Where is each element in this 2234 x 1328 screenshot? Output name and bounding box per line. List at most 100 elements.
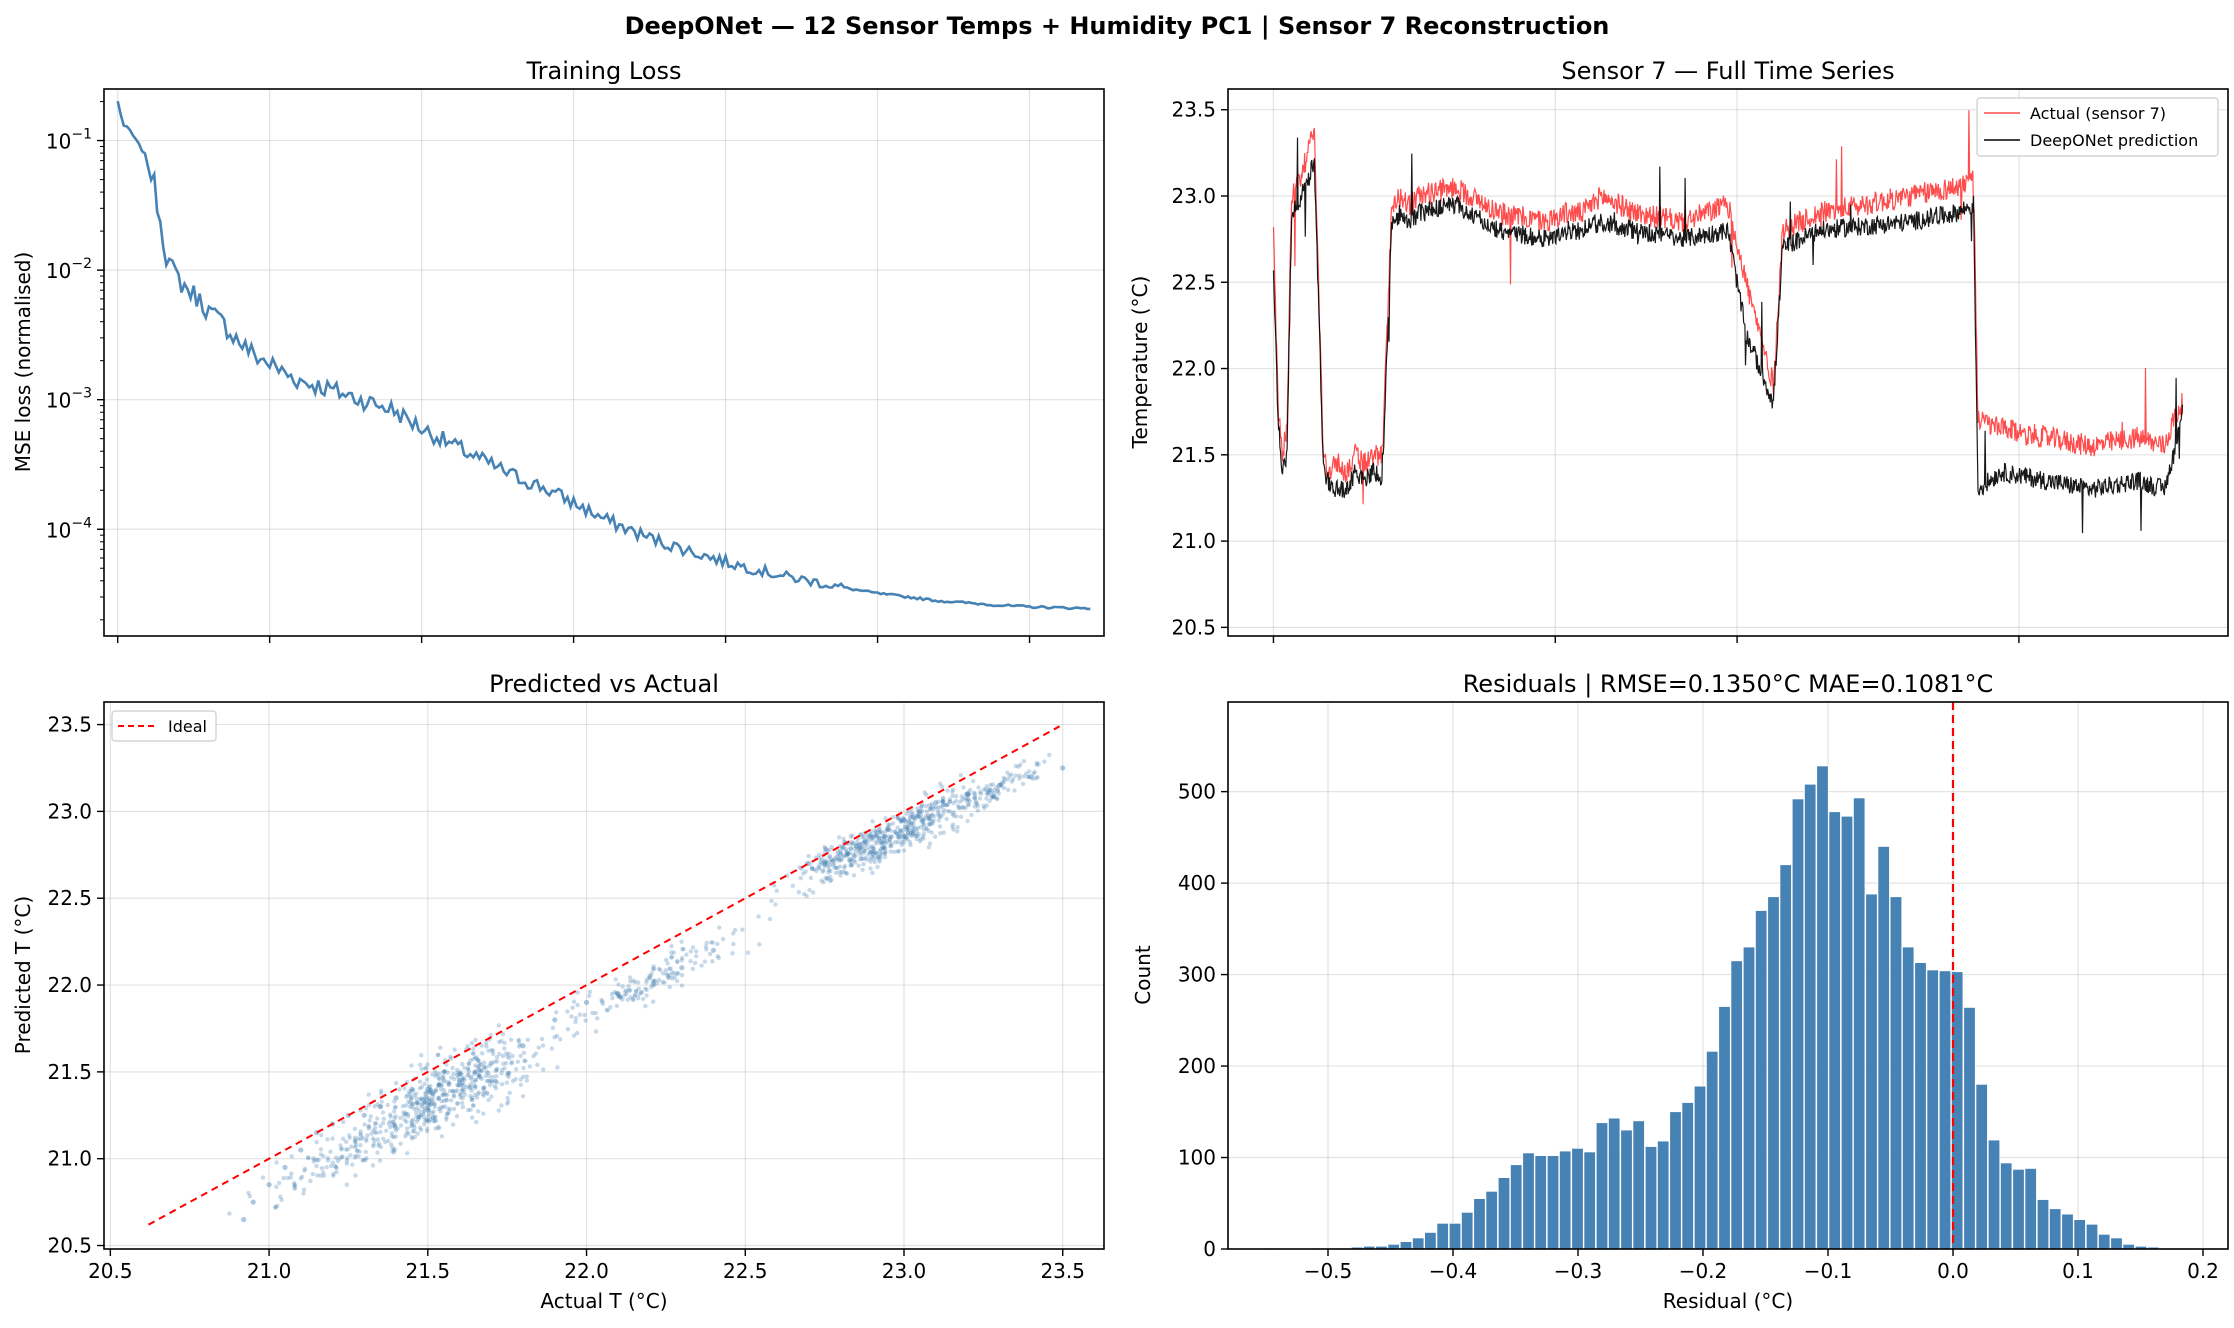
scatter-point	[392, 1099, 397, 1104]
scatter-point	[422, 1099, 427, 1105]
scatter-point	[441, 1087, 447, 1093]
scatter-point	[690, 945, 696, 950]
scatter-point	[972, 795, 977, 800]
scatter-point	[882, 850, 888, 855]
scatter-point	[372, 1125, 378, 1131]
scatter-point	[967, 791, 972, 797]
scatter-point	[669, 955, 674, 960]
scatter-point	[455, 1070, 461, 1076]
scatter-point	[445, 1070, 450, 1076]
scatter-point	[943, 802, 948, 808]
scatter-point	[480, 1051, 485, 1056]
scatter-point	[426, 1107, 432, 1113]
scatter-point	[473, 1078, 478, 1083]
scatter-point	[921, 822, 926, 827]
scatter-point	[464, 1085, 469, 1090]
scatter-point	[972, 804, 978, 809]
scatter-point	[461, 1089, 466, 1095]
scatter-point	[875, 854, 881, 859]
scatter-point	[347, 1135, 352, 1141]
scatter-point	[422, 1066, 428, 1071]
scatter-point	[482, 1066, 487, 1071]
scatter-point	[869, 834, 875, 841]
scatter-point	[429, 1110, 435, 1116]
scatter-point	[856, 846, 861, 851]
scatter-point	[929, 813, 934, 818]
scatter-point	[423, 1105, 428, 1111]
scatter-point	[888, 844, 894, 849]
residuals-panel: Residuals | RMSE=0.1350°C MAE=0.1081°C −…	[1131, 670, 2229, 1313]
scatter-point	[419, 1084, 425, 1090]
scatter-point	[587, 993, 592, 999]
scatter-point	[649, 971, 654, 976]
scatter-point	[843, 870, 849, 876]
scatter-point	[425, 1126, 430, 1132]
scatter-point	[260, 1175, 266, 1180]
scatter-point	[652, 978, 658, 983]
scatter-point	[926, 816, 932, 821]
scatter-point	[965, 790, 971, 795]
scatter-point	[911, 828, 916, 833]
scatter-point	[535, 1062, 540, 1068]
scatter-point	[344, 1182, 349, 1187]
scatter-point	[873, 850, 878, 855]
residual-histogram-bar	[1889, 896, 1902, 1249]
scatter-point	[554, 1010, 559, 1015]
scatter-point	[444, 1097, 449, 1102]
scatter-point	[436, 1082, 441, 1087]
scatter-point	[987, 798, 992, 804]
scatter-point	[343, 1139, 349, 1145]
scatter-point	[446, 1110, 451, 1115]
scatter-point	[874, 834, 879, 839]
scatter-point	[448, 1075, 454, 1080]
scatter-point	[444, 1117, 449, 1122]
scatter-point	[790, 883, 795, 888]
scatter-xlabel: Actual T (°C)	[540, 1289, 667, 1313]
scatter-point	[473, 1055, 478, 1061]
scatter-point	[493, 1078, 498, 1084]
scatter-point	[988, 787, 993, 792]
scatter-point	[826, 870, 831, 875]
scatter-point	[392, 1105, 398, 1110]
scatter-point	[339, 1147, 344, 1152]
scatter-point	[402, 1117, 407, 1123]
scatter-point	[575, 1002, 580, 1008]
scatter-point	[900, 831, 905, 837]
scatter-point	[809, 865, 815, 870]
scatter-point	[429, 1091, 435, 1096]
scatter-point	[860, 856, 866, 861]
scatter-point	[848, 856, 853, 862]
residual-histogram-bar	[1522, 1152, 1535, 1249]
scatter-point	[919, 809, 925, 814]
scatter-point	[756, 914, 761, 919]
scatter-point	[617, 994, 622, 1000]
scatter-point	[1009, 772, 1014, 777]
scatter-point	[631, 997, 636, 1003]
scatter-point	[1032, 769, 1037, 775]
scatter-point	[409, 1089, 414, 1094]
scatter-point	[909, 812, 915, 817]
scatter-point	[393, 1104, 398, 1110]
scatter-point	[436, 1096, 442, 1101]
scatter-point	[871, 847, 876, 852]
scatter-point	[731, 941, 736, 947]
scatter-point	[417, 1097, 423, 1102]
scatter-point	[869, 834, 874, 839]
scatter-point	[995, 788, 1001, 794]
scatter-point	[882, 834, 887, 839]
scatter-point	[842, 865, 847, 870]
residual-histogram-bar	[1412, 1237, 1425, 1249]
scatter-point	[426, 1111, 431, 1117]
scatter-point	[454, 1072, 460, 1078]
residuals-ytick-label: 500	[1178, 780, 1216, 804]
scatter-point	[318, 1173, 323, 1178]
scatter-point	[292, 1183, 297, 1188]
scatter-point	[494, 1059, 500, 1064]
scatter-point	[358, 1129, 363, 1134]
scatter-point	[969, 812, 974, 818]
scatter-point	[823, 847, 829, 852]
residual-histogram-bar	[2024, 1168, 2037, 1249]
scatter-point	[985, 792, 990, 797]
scatter-point	[471, 1051, 476, 1056]
scatter-point	[936, 808, 941, 813]
